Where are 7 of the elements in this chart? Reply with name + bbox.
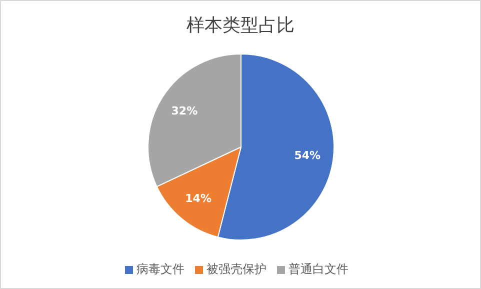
data-label: 14% [185,192,212,206]
chart-title: 样本类型占比 [186,14,296,38]
legend-label: 普通白文件 [288,262,348,276]
legend-label: 被强壳保护 [206,262,266,276]
data-label: 54% [294,148,321,162]
data-label: 32% [171,104,198,118]
legend-label: 病毒文件 [136,262,184,276]
